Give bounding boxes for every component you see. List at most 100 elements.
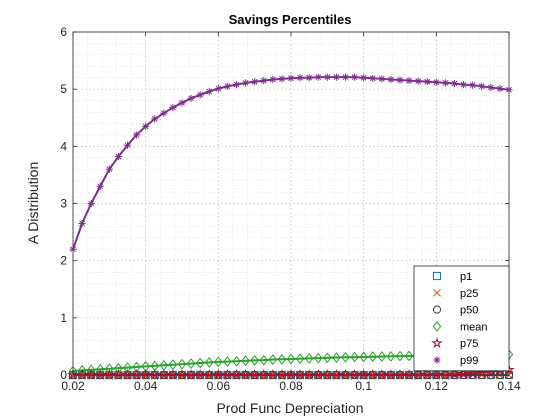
data-point-p99 (241, 79, 250, 87)
x-tick-label: 0.14 (497, 379, 521, 393)
data-point-p99 (341, 73, 350, 81)
data-point-p99 (387, 75, 395, 84)
data-point-p99 (142, 122, 150, 130)
data-point-mean (268, 354, 278, 365)
data-point-p99 (69, 245, 77, 253)
data-point-p75 (267, 368, 279, 380)
legend: p1 p25 p50 mean p75 p99 (413, 265, 510, 372)
legend-marker-p99 (433, 356, 441, 364)
data-point-p99 (323, 73, 331, 81)
data-point-p99 (405, 76, 413, 85)
data-point-p75 (385, 368, 397, 380)
data-point-p99 (96, 182, 104, 190)
data-point-p75 (194, 368, 206, 380)
data-point-mean (214, 356, 223, 368)
data-point-p75 (348, 368, 361, 380)
data-point-p75 (85, 368, 97, 380)
data-point-p99 (314, 73, 322, 81)
data-point-p99 (178, 99, 186, 107)
data-point-p75 (76, 368, 88, 380)
data-point-p50 (477, 370, 486, 380)
series-line-p75 (73, 368, 510, 376)
data-point-p75 (276, 368, 288, 380)
data-point-p75 (94, 368, 107, 380)
data-point-p75 (185, 368, 197, 380)
data-point-p99 (369, 74, 377, 82)
data-point-p75 (257, 368, 270, 380)
data-point-p99 (332, 73, 341, 81)
data-point-p99 (123, 141, 132, 149)
data-point-mean (368, 351, 377, 363)
data-point-mean (386, 350, 396, 362)
data-point-p75 (448, 368, 461, 380)
data-point-p99 (459, 80, 468, 89)
data-point-p75 (421, 368, 434, 380)
data-point-p75 (466, 367, 479, 379)
y-tick-label: 3 (60, 197, 67, 211)
x-tick-label: 0.04 (134, 379, 158, 393)
x-axis-label: Prod Func Depreciation (216, 400, 363, 416)
data-point-p75 (430, 368, 443, 380)
data-point-p99 (360, 74, 368, 82)
data-point-p75 (303, 368, 315, 380)
y-axis-label: A Distribution (25, 162, 41, 244)
data-point-p75 (248, 368, 261, 380)
legend-marker-p25 (433, 288, 441, 297)
legend-label-p1: p1 (460, 271, 472, 283)
data-point-p99 (87, 199, 95, 208)
y-tick-label: 6 (60, 25, 67, 39)
data-point-p99 (305, 74, 313, 82)
data-point-mean (350, 351, 359, 363)
data-point-p99 (151, 115, 159, 123)
data-point-p99 (287, 74, 295, 82)
data-point-p99 (223, 82, 232, 90)
legend-marker-p50 (432, 305, 442, 314)
data-point-p99 (169, 103, 177, 112)
data-point-mean (332, 352, 341, 363)
data-point-mean (314, 352, 323, 364)
data-point-p99 (505, 86, 513, 94)
legend-marker-p75 (431, 337, 443, 349)
data-point-p99 (205, 87, 213, 96)
x-tick-label: 0.12 (425, 379, 449, 393)
data-point-p75 (394, 368, 406, 380)
x-tick-label: 0.02 (61, 379, 85, 393)
data-point-p99 (441, 79, 450, 87)
data-point-p75 (321, 368, 334, 380)
y-tick-label: 0 (60, 368, 67, 382)
data-point-p75 (221, 368, 234, 380)
data-point-mean (195, 357, 205, 369)
data-point-mean (250, 355, 259, 366)
data-point-p75 (366, 368, 379, 380)
data-point-p99 (278, 75, 286, 83)
data-point-p99 (269, 75, 277, 84)
data-point-p75 (230, 368, 243, 380)
legend-marker-p1 (432, 271, 442, 281)
series-p75 (67, 363, 515, 380)
data-point-p99 (423, 78, 431, 86)
data-point-p99 (160, 109, 168, 117)
y-tick-label: 1 (60, 311, 67, 325)
data-point-p75 (67, 368, 79, 380)
data-point-p99 (187, 94, 195, 102)
data-point-p75 (139, 368, 152, 380)
data-point-p75 (330, 368, 343, 380)
data-point-p75 (203, 368, 216, 380)
x-tick-label: 0.06 (207, 379, 231, 393)
data-point-p75 (176, 368, 188, 380)
data-point-p75 (294, 368, 306, 380)
data-point-p99 (132, 131, 141, 139)
legend-label-p75: p75 (460, 338, 478, 350)
data-point-mean (359, 351, 368, 363)
data-point-p99 (469, 81, 477, 89)
legend-label-mean: mean (460, 321, 488, 333)
data-point-mean (404, 350, 414, 362)
data-point-p99 (487, 83, 495, 92)
data-point-mean (395, 350, 405, 362)
data-point-p99 (232, 80, 241, 89)
data-point-p75 (403, 368, 415, 380)
data-point-p99 (214, 84, 222, 93)
data-point-p75 (103, 368, 116, 380)
legend-label-p25: p25 (460, 288, 478, 300)
data-point-p99 (378, 75, 386, 83)
